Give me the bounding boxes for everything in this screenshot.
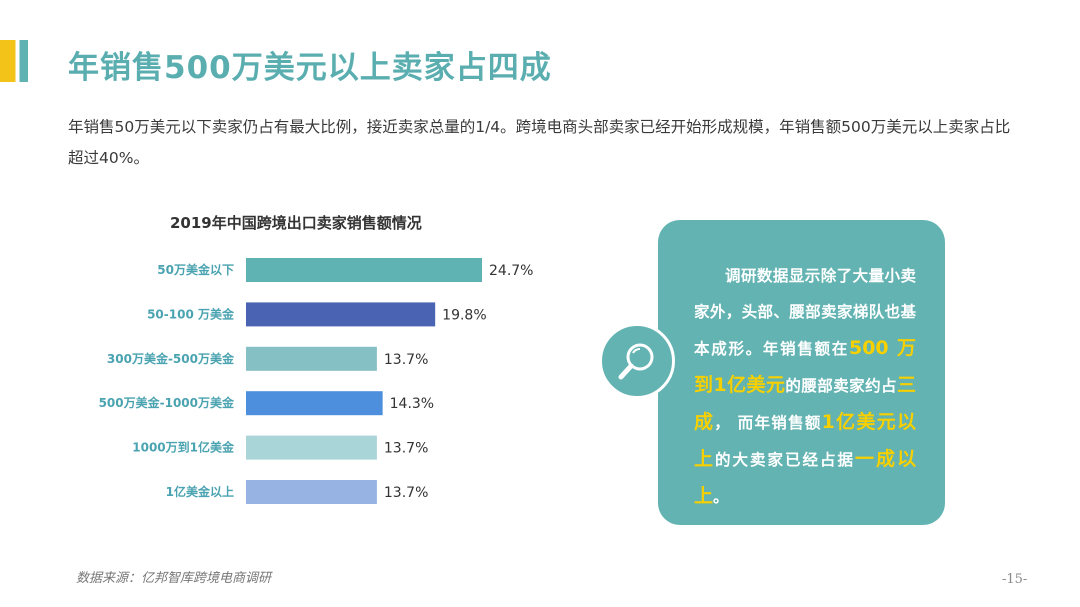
page-title: 年销售500万美元以上卖家占四成 (68, 50, 552, 86)
note-highlight: 三成 (694, 374, 916, 433)
note-card (658, 220, 945, 525)
note-highlight: 一成以上 (694, 448, 916, 507)
chart-title: 2019年中国跨境出口卖家销售额情况 (170, 214, 422, 232)
value-label: 13.7% (384, 485, 428, 501)
value-label: 13.7% (384, 441, 428, 457)
note-segment: 。 (713, 488, 729, 506)
note-segment: ， 而年销售额 (714, 414, 822, 432)
category-label: 50万美金以下 (157, 262, 234, 277)
note-segment: 的腰部卖家约占 (785, 377, 897, 395)
magnifier-badge (599, 323, 675, 399)
note-highlight: 500 万到1亿美元 (694, 337, 916, 396)
bar (246, 302, 436, 327)
magnifier-icon (618, 343, 654, 380)
value-label: 19.8% (442, 307, 486, 323)
bar (246, 480, 377, 504)
title-accent-bar (0, 40, 28, 82)
value-label: 13.7% (384, 352, 428, 368)
note-highlight: 1亿美元以上 (694, 411, 916, 470)
source-note: 数据来源：亿邦智库跨境电商调研 (76, 571, 272, 586)
category-label: 500万美金-1000万美金 (99, 395, 235, 410)
bar (246, 391, 383, 416)
value-label: 14.3% (390, 396, 434, 412)
note-segment: 调研数据显示除了大量小卖家外，头部、腰部卖家梯队也基本成形。年销售额在 (694, 267, 916, 358)
value-label: 24.7% (489, 263, 533, 279)
bar (246, 346, 377, 371)
bar (246, 435, 377, 460)
category-label: 1亿美金以上 (166, 484, 234, 499)
note-text: 调研数据显示除了大量小卖家外，头部、腰部卖家梯队也基本成形。年销售额在500 万… (694, 258, 916, 515)
note-segment: 的大卖家已经占据 (715, 451, 855, 469)
page-number: -15- (1002, 572, 1028, 587)
bar (246, 258, 482, 282)
category-label: 300万美金-500万美金 (107, 351, 235, 366)
category-label: 50-100 万美金 (147, 306, 235, 321)
category-label: 1000万到1亿美金 (132, 440, 235, 455)
intro-paragraph: 年销售50万美元以下卖家仍占有最大比例，接近卖家总量的1/4。跨境电商头部卖家已… (68, 118, 1011, 167)
